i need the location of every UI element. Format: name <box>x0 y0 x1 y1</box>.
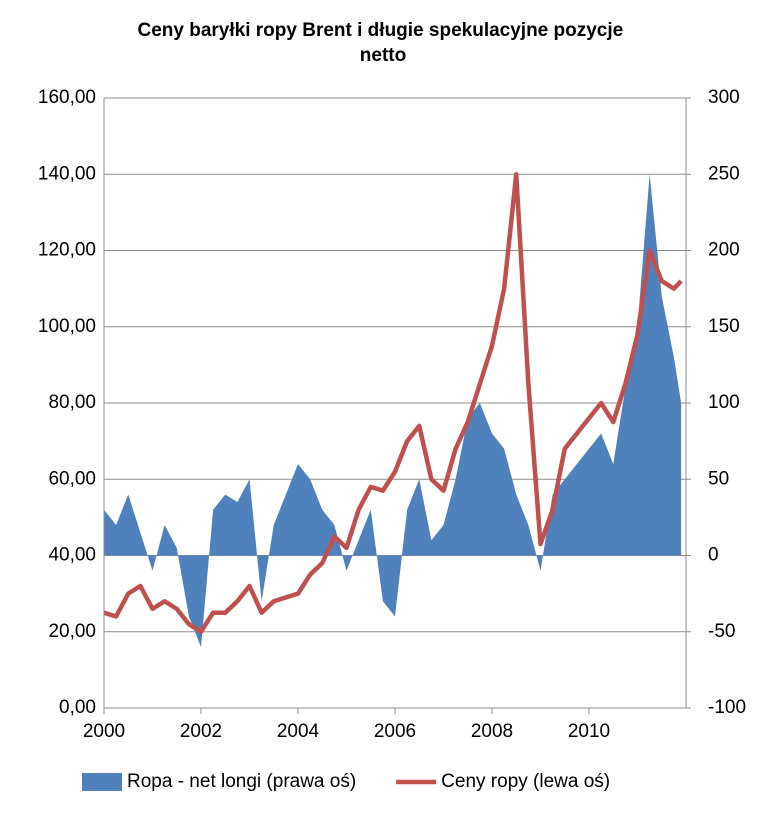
x-tick-label: 2010 <box>568 721 610 742</box>
y2-tick-label: 250 <box>708 163 740 184</box>
x-tick-label: 2000 <box>83 721 125 742</box>
y-tick-label: 100,00 <box>38 316 96 337</box>
legend-swatch <box>82 773 122 791</box>
y-tick-label: 60,00 <box>48 468 96 489</box>
y2-tick-label: 300 <box>708 87 740 108</box>
y2-tick-label: 200 <box>708 240 740 261</box>
y2-tick-label: -100 <box>708 697 746 718</box>
x-tick-label: 2004 <box>277 721 320 742</box>
x-tick-label: 2002 <box>180 721 222 742</box>
y2-tick-label: -50 <box>708 621 735 642</box>
y-tick-label: 0,00 <box>59 697 96 718</box>
chart-title: Ceny baryłki ropy Brent i długie spekula… <box>138 20 629 66</box>
y2-tick-label: 100 <box>708 392 740 413</box>
line <box>103 172 683 634</box>
y2-tick-label: 150 <box>708 316 740 337</box>
x-tick-label: 2006 <box>374 721 416 742</box>
y-tick-label: 120,00 <box>38 240 96 261</box>
y-tick-label: 40,00 <box>48 545 96 566</box>
y2-tick-label: 0 <box>708 545 719 566</box>
legend-label: Ropa - net longi (prawa oś) <box>127 771 356 792</box>
y-tick-label: 160,00 <box>38 87 96 108</box>
x-tick-label: 2008 <box>471 721 513 742</box>
area <box>104 174 682 647</box>
y-tick-label: 80,00 <box>48 392 96 413</box>
y2-tick-label: 50 <box>708 468 729 489</box>
legend-label: Ceny ropy (lewa oś) <box>441 771 610 792</box>
y-tick-label: 20,00 <box>48 621 96 642</box>
y-tick-label: 140,00 <box>38 163 96 184</box>
